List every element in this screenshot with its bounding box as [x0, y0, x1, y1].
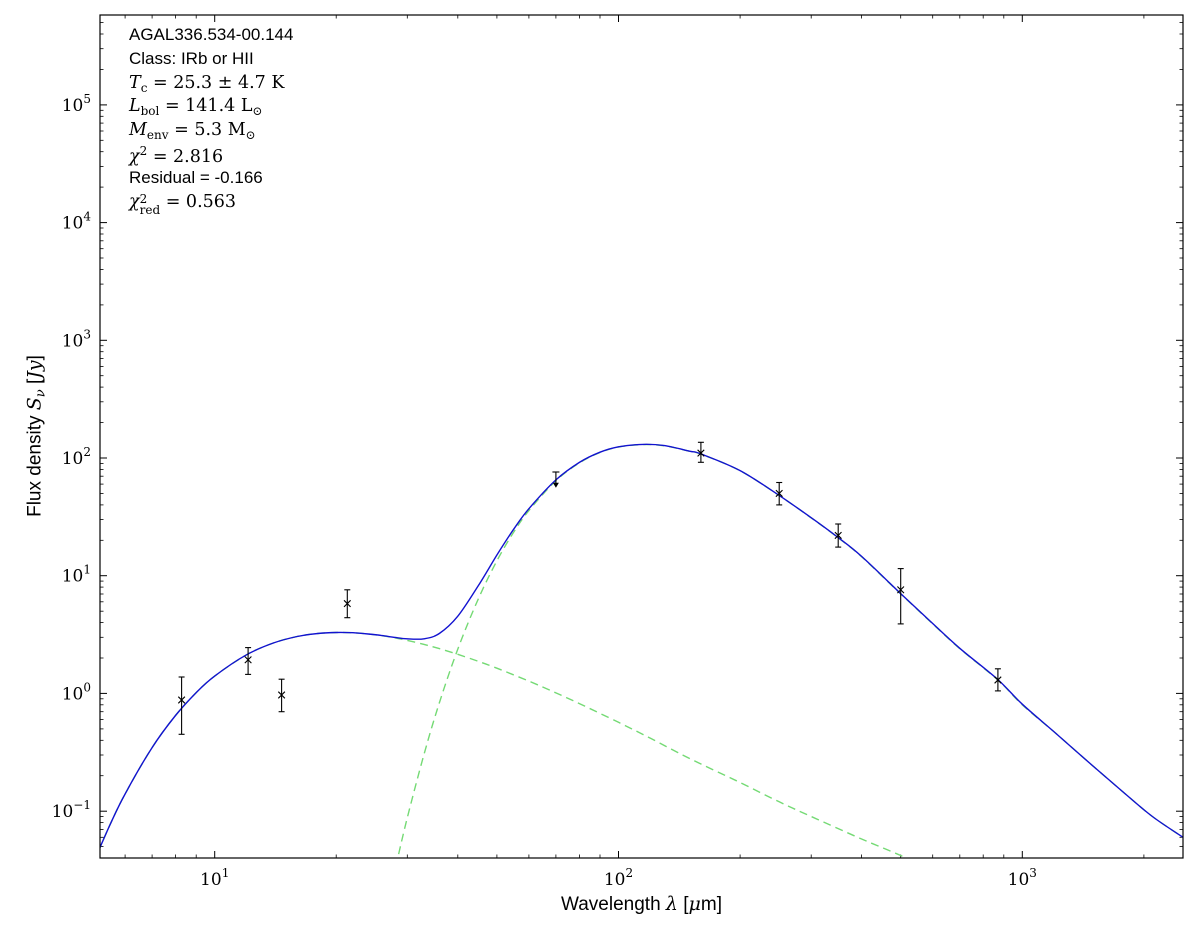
- fit-parameters-annotation: AGAL336.534-00.144 Class: IRb or HII Tc = …: [129, 25, 294, 217]
- x-marker: [343, 599, 351, 608]
- annotation-line-2: Class: IRb or HII: [129, 48, 254, 68]
- y-tick-label: 101: [62, 563, 91, 587]
- data-point: [994, 668, 1002, 692]
- total-model-curve: [100, 443, 1183, 850]
- y-tick-label: 103: [62, 327, 91, 351]
- x-marker: [994, 676, 1002, 684]
- data-point: [697, 441, 705, 463]
- data-point: [177, 676, 186, 735]
- x-marker: [277, 691, 286, 699]
- data-point: [834, 523, 842, 548]
- annotation-line-5: Menv = 5.3 M⊙: [129, 120, 256, 143]
- warm-component-curve: [100, 631, 908, 858]
- data-point: [277, 678, 286, 713]
- sup-sub-stack: 2 red: [139, 191, 161, 217]
- y-tick-label: 104: [62, 210, 92, 234]
- data-point: [343, 589, 351, 619]
- x-tick-label: 103: [1008, 866, 1037, 890]
- upper-limit-marker: [552, 471, 560, 488]
- x-axis-label: Wavelength λ [μm]: [561, 893, 722, 915]
- x-marker: [775, 489, 783, 498]
- data-point: [775, 481, 783, 506]
- y-tick-label: 10−1: [52, 798, 91, 822]
- x-marker: [177, 696, 186, 704]
- annotation-line-3: Tc = 25.3 ± 4.7 K: [129, 72, 285, 95]
- annotation-line-1: AGAL336.534-00.144: [129, 25, 294, 44]
- data-point: [244, 647, 252, 675]
- annotation-line-7: Residual = -0.166: [129, 167, 263, 187]
- x-tick-label: 102: [604, 866, 633, 890]
- x-marker: [897, 586, 905, 594]
- plot-frame: [99, 14, 1184, 859]
- annotation-line-4: Lbol = 141.4 L⊙: [129, 96, 263, 119]
- model-curves: [100, 443, 1183, 858]
- y-tick-label: 102: [62, 445, 91, 469]
- x-marker: [834, 531, 842, 540]
- data-point: [897, 568, 905, 625]
- y-tick-label: 105: [62, 92, 91, 116]
- x-marker: [697, 449, 705, 457]
- annotation-line-8: χ 2 red = 0.563: [129, 191, 237, 217]
- annotation-line-6: χ2 = 2.816: [129, 143, 224, 167]
- data-points: [177, 441, 1002, 735]
- y-axis-label: Flux density Sν [Jy]: [23, 355, 49, 517]
- x-marker: [244, 656, 252, 664]
- y-tick-label: 100: [62, 680, 91, 704]
- x-tick-label: 101: [200, 866, 229, 890]
